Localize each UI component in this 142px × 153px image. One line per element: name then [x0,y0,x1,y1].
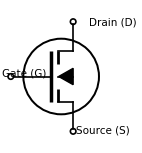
Text: Drain (D): Drain (D) [89,17,136,27]
Text: Source (S): Source (S) [76,126,130,136]
Polygon shape [59,68,73,85]
Text: Gate (G): Gate (G) [2,69,46,79]
